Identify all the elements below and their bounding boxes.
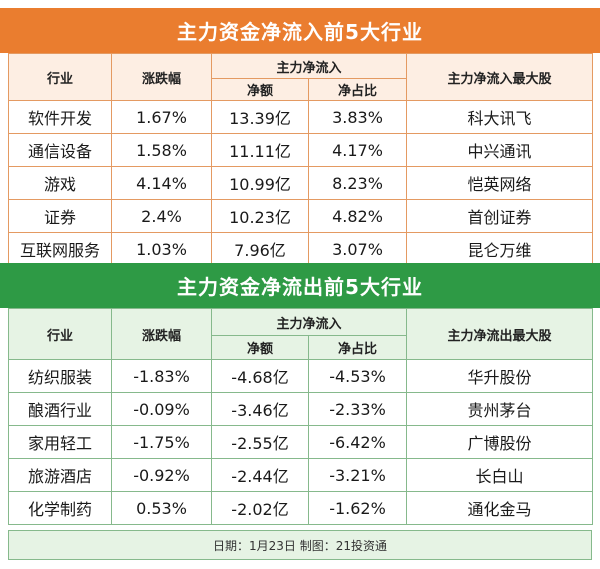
industry-cell: 证券 [8, 199, 112, 233]
table-row: 纺织服装 -1.83% -4.68亿 -4.53% 华升股份 [8, 359, 594, 393]
table-row: 游戏 4.14% 10.99亿 8.23% 恺英网络 [8, 166, 594, 200]
table-row: 通信设备 1.58% 11.11亿 4.17% 中兴通讯 [8, 133, 594, 167]
stock-cell: 中兴通讯 [406, 133, 594, 167]
industry-cell: 软件开发 [8, 100, 112, 134]
table-row: 互联网服务 1.03% 7.96亿 3.07% 昆仑万维 [8, 232, 594, 266]
header-top-stock: 主力净流出最大股 [406, 308, 594, 360]
outflow-title: 主力资金净流出前5大行业 [0, 263, 600, 308]
amount-cell: 7.96亿 [211, 232, 309, 266]
change-cell: -0.92% [111, 458, 212, 492]
inflow-table: 行业 涨跌幅 主力净流入 主力净流入最大股 净额 净占比 软件开发 1.67% … [8, 53, 594, 266]
ratio-cell: -4.53% [307, 359, 408, 393]
header-ratio: 净占比 [307, 78, 408, 101]
header-net-inflow-group: 主力净流入 [210, 53, 408, 79]
change-cell: -0.09% [111, 392, 212, 426]
ratio-cell: 4.82% [307, 199, 408, 233]
amount-cell: 10.23亿 [211, 199, 309, 233]
header-ratio: 净占比 [307, 335, 408, 360]
inflow-header-row: 行业 涨跌幅 主力净流入 主力净流入最大股 [8, 53, 594, 101]
header-amount: 净额 [211, 335, 309, 360]
change-cell: 1.67% [111, 100, 212, 134]
change-cell: 1.58% [111, 133, 212, 167]
change-cell: 4.14% [111, 166, 212, 200]
change-cell: 1.03% [111, 232, 212, 266]
amount-cell: 13.39亿 [211, 100, 309, 134]
header-net-inflow-group: 主力净流入 [210, 308, 408, 336]
amount-cell: 11.11亿 [211, 133, 309, 167]
table-row: 酿酒行业 -0.09% -3.46亿 -2.33% 贵州茅台 [8, 392, 594, 426]
amount-cell: 10.99亿 [211, 166, 309, 200]
stock-cell: 昆仑万维 [406, 232, 594, 266]
stock-cell: 恺英网络 [406, 166, 594, 200]
stock-cell: 科大讯飞 [406, 100, 594, 134]
stock-cell: 长白山 [406, 458, 594, 492]
amount-cell: -2.55亿 [211, 425, 309, 459]
stock-cell: 首创证券 [406, 199, 594, 233]
ratio-cell: 8.23% [307, 166, 408, 200]
outflow-header-row: 行业 涨跌幅 主力净流入 主力净流出最大股 [8, 308, 594, 360]
industry-cell: 化学制药 [8, 491, 112, 525]
header-change: 涨跌幅 [111, 53, 212, 101]
change-cell: -1.83% [111, 359, 212, 393]
industry-cell: 酿酒行业 [8, 392, 112, 426]
stock-cell: 通化金马 [406, 491, 594, 525]
ratio-cell: 3.07% [307, 232, 408, 266]
ratio-cell: -1.62% [307, 491, 408, 525]
stock-cell: 广博股份 [406, 425, 594, 459]
footer-caption: 日期：1月23日 制图：21投资通 [8, 530, 592, 560]
ratio-cell: 4.17% [307, 133, 408, 167]
ratio-cell: -2.33% [307, 392, 408, 426]
outflow-table: 行业 涨跌幅 主力净流入 主力净流出最大股 净额 净占比 纺织服装 -1.83%… [8, 308, 594, 525]
change-cell: -1.75% [111, 425, 212, 459]
ratio-cell: -6.42% [307, 425, 408, 459]
amount-cell: -4.68亿 [211, 359, 309, 393]
industry-cell: 通信设备 [8, 133, 112, 167]
table-row: 化学制药 0.53% -2.02亿 -1.62% 通化金马 [8, 491, 594, 525]
inflow-title: 主力资金净流入前5大行业 [0, 8, 600, 53]
header-industry: 行业 [8, 308, 112, 360]
amount-cell: -3.46亿 [211, 392, 309, 426]
header-change: 涨跌幅 [111, 308, 212, 360]
header-industry: 行业 [8, 53, 112, 101]
industry-cell: 旅游酒店 [8, 458, 112, 492]
stock-cell: 华升股份 [406, 359, 594, 393]
industry-cell: 家用轻工 [8, 425, 112, 459]
table-row: 证券 2.4% 10.23亿 4.82% 首创证券 [8, 199, 594, 233]
amount-cell: -2.44亿 [211, 458, 309, 492]
header-amount: 净额 [211, 78, 309, 101]
header-top-stock: 主力净流入最大股 [406, 53, 594, 101]
change-cell: 0.53% [111, 491, 212, 525]
ratio-cell: 3.83% [307, 100, 408, 134]
stock-cell: 贵州茅台 [406, 392, 594, 426]
change-cell: 2.4% [111, 199, 212, 233]
table-row: 旅游酒店 -0.92% -2.44亿 -3.21% 长白山 [8, 458, 594, 492]
industry-cell: 纺织服装 [8, 359, 112, 393]
industry-cell: 互联网服务 [8, 232, 112, 266]
amount-cell: -2.02亿 [211, 491, 309, 525]
table-row: 家用轻工 -1.75% -2.55亿 -6.42% 广博股份 [8, 425, 594, 459]
ratio-cell: -3.21% [307, 458, 408, 492]
industry-cell: 游戏 [8, 166, 112, 200]
table-row: 软件开发 1.67% 13.39亿 3.83% 科大讯飞 [8, 100, 594, 134]
